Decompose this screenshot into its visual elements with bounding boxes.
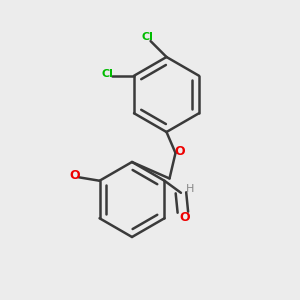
Text: H: H [186, 184, 194, 194]
Text: Cl: Cl [101, 69, 113, 79]
Text: Cl: Cl [142, 32, 154, 42]
Text: O: O [70, 169, 80, 182]
Text: O: O [174, 145, 185, 158]
Text: O: O [179, 211, 190, 224]
